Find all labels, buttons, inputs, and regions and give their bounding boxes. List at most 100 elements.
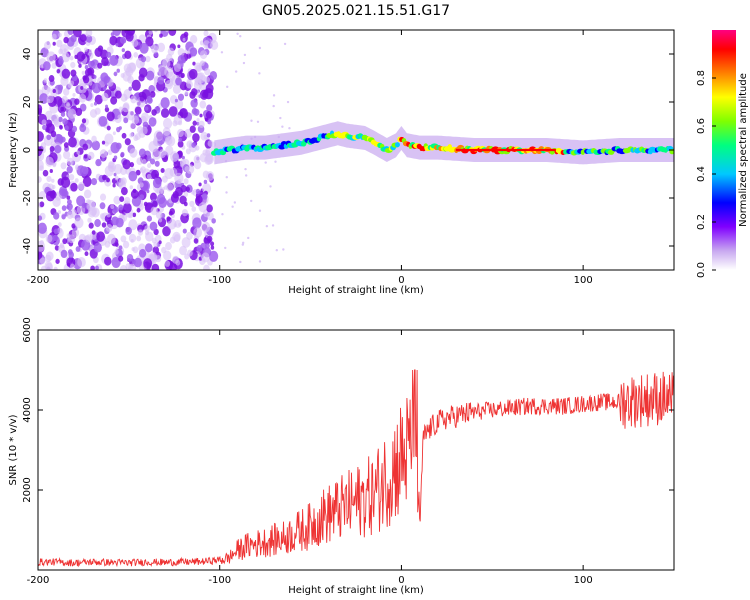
- y-tick-label: 4000: [22, 397, 33, 422]
- noise-blob: [158, 217, 163, 223]
- noise-blob: [75, 107, 83, 116]
- noise-blob: [71, 223, 76, 229]
- sparse-dot: [234, 70, 238, 73]
- noise-blob: [106, 233, 116, 245]
- noise-blob: [189, 34, 198, 44]
- noise-blob: [155, 211, 163, 219]
- noise-blob: [177, 48, 185, 57]
- noise-blob: [110, 204, 115, 210]
- noise-blob: [97, 62, 103, 69]
- noise-blob: [131, 79, 141, 91]
- noise-blob: [160, 97, 170, 109]
- noise-blob: [193, 227, 203, 238]
- noise-blob: [162, 127, 171, 137]
- noise-blob: [87, 217, 92, 223]
- noise-blob: [70, 34, 77, 43]
- noise-blob: [58, 48, 64, 55]
- noise-blob: [52, 234, 59, 242]
- noise-blob: [208, 250, 219, 262]
- noise-blob: [205, 153, 215, 165]
- noise-blob: [61, 189, 68, 196]
- spectrogram-ylabel: Frequency (Hz): [8, 112, 19, 188]
- noise-blob: [52, 41, 56, 46]
- noise-blob: [209, 70, 218, 80]
- noise-blob: [113, 195, 121, 205]
- noise-blob: [204, 76, 210, 83]
- noise-blob: [124, 30, 130, 34]
- sparse-dot: [239, 260, 242, 264]
- noise-blob: [122, 159, 131, 170]
- noise-blob: [132, 212, 137, 218]
- noise-blob: [64, 125, 69, 131]
- colorbar-tick-label: 0.4: [696, 166, 707, 182]
- noise-blob: [200, 131, 208, 141]
- colorbar-tick-label: 0.8: [696, 70, 707, 86]
- noise-blob: [74, 217, 84, 229]
- noise-blob: [75, 166, 79, 171]
- noise-blob: [71, 125, 78, 133]
- noise-blob: [118, 178, 125, 186]
- noise-blob: [198, 94, 202, 99]
- x-tick-label: 0: [398, 275, 404, 286]
- noise-blob: [85, 30, 93, 37]
- noise-blob: [151, 109, 157, 116]
- noise-blob: [199, 153, 208, 163]
- noise-blob: [52, 162, 57, 168]
- noise-blob: [145, 36, 154, 47]
- noise-blob: [124, 138, 131, 146]
- noise-blob: [203, 264, 210, 270]
- noise-blob: [146, 95, 153, 103]
- noise-blob: [87, 67, 95, 76]
- noise-blob: [46, 175, 52, 183]
- noise-blob: [203, 30, 209, 37]
- noise-blob: [199, 89, 209, 100]
- sparse-dot: [220, 51, 224, 54]
- noise-blob: [79, 34, 87, 43]
- noise-blob: [183, 201, 188, 207]
- x-tick-label: -200: [27, 275, 50, 286]
- noise-blob: [49, 168, 53, 174]
- noise-blob: [130, 95, 137, 104]
- ridge-cell: [394, 142, 400, 148]
- colorbar-tick-label: 0.0: [696, 262, 707, 278]
- sparse-dot: [265, 224, 269, 228]
- noise-blob: [59, 125, 63, 130]
- noise-blob: [93, 75, 97, 79]
- noise-blob: [122, 240, 130, 249]
- noise-blob: [46, 134, 52, 141]
- noise-blob: [160, 167, 165, 173]
- noise-blob: [112, 131, 116, 136]
- noise-blob: [56, 39, 63, 48]
- noise-blob: [131, 39, 139, 48]
- noise-blob: [101, 92, 109, 102]
- noise-blob: [139, 42, 149, 54]
- colorbar-tick-label: 0.2: [696, 214, 707, 230]
- noise-blob: [76, 51, 86, 62]
- noise-blob: [184, 90, 189, 96]
- noise-blob: [149, 221, 158, 231]
- noise-blob: [67, 82, 73, 89]
- noise-blob: [194, 62, 202, 72]
- noise-blob: [114, 249, 119, 255]
- noise-blob: [38, 146, 43, 157]
- noise-blob: [112, 183, 116, 188]
- noise-blob: [120, 187, 128, 196]
- noise-blob: [85, 234, 93, 243]
- noise-blob: [61, 68, 71, 79]
- noise-blob: [119, 36, 126, 44]
- noise-blob: [81, 118, 87, 124]
- noise-blob: [144, 230, 150, 236]
- noise-blob: [160, 108, 170, 118]
- noise-blob: [205, 111, 213, 119]
- noise-blob: [129, 148, 138, 158]
- noise-blob: [118, 255, 124, 262]
- y-tick-label: -20: [22, 190, 33, 206]
- sparse-dot: [244, 167, 247, 171]
- noise-blob: [146, 173, 152, 180]
- noise-blob: [42, 61, 51, 71]
- sparse-dot: [242, 61, 246, 65]
- noise-blob: [153, 130, 163, 142]
- noise-blob: [112, 206, 119, 214]
